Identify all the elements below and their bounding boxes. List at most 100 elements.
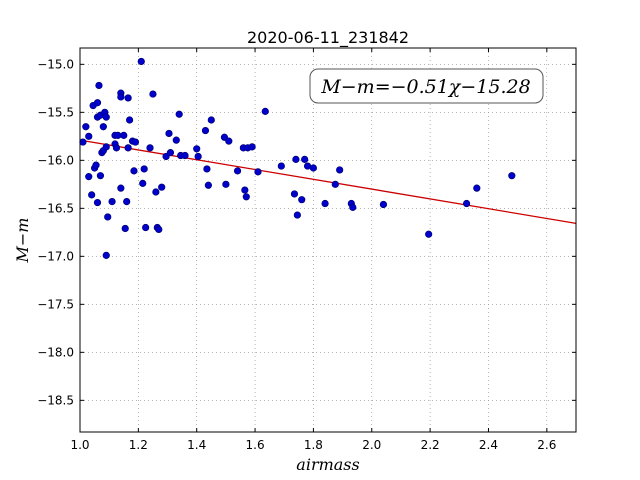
- data-point: [124, 144, 132, 152]
- data-point: [85, 132, 93, 140]
- x-tick-label: 2.0: [362, 438, 381, 452]
- data-point: [155, 225, 163, 234]
- data-point: [349, 203, 357, 211]
- data-point: [112, 144, 121, 152]
- x-tick-label: 2.2: [421, 438, 440, 452]
- data-point: [158, 183, 166, 191]
- data-point: [172, 136, 180, 144]
- data-point: [241, 186, 249, 194]
- data-point: [99, 123, 107, 131]
- data-point: [473, 184, 481, 192]
- data-point: [201, 126, 210, 135]
- data-point: [121, 224, 129, 233]
- grid-lines: [80, 48, 576, 432]
- data-point: [292, 155, 300, 163]
- data-point: [120, 131, 128, 139]
- chart-title: 2020-06-11_231842: [247, 28, 409, 48]
- data-point: [298, 196, 306, 204]
- y-tick-label: −17.0: [37, 249, 74, 263]
- y-tick-label: −18.0: [37, 345, 74, 359]
- data-point: [117, 184, 125, 192]
- y-tick-label: −16.0: [37, 153, 74, 167]
- data-point: [108, 198, 116, 206]
- data-point: [248, 143, 256, 151]
- data-point: [309, 164, 318, 172]
- data-point: [92, 161, 100, 169]
- data-point: [130, 167, 138, 175]
- data-point: [165, 129, 173, 138]
- data-point: [175, 110, 183, 118]
- data-point: [102, 143, 110, 151]
- x-axis-ticks: 1.0 1.2 1.4 1.6 1.8 2.0 2.2 2.4 2.6: [70, 48, 556, 452]
- data-point: [146, 144, 154, 152]
- data-point: [139, 179, 147, 187]
- data-point: [290, 190, 299, 198]
- fit-annotation: M−m=−0.51χ−15.28: [309, 68, 544, 104]
- y-tick-label: −15.0: [37, 57, 74, 71]
- data-point: [462, 199, 471, 208]
- data-points: [79, 57, 516, 259]
- x-tick-label: 1.0: [70, 438, 89, 452]
- x-tick-label: 1.6: [246, 438, 265, 452]
- data-point: [102, 251, 110, 259]
- data-point: [142, 223, 150, 232]
- y-axis-label: M−m: [13, 218, 32, 264]
- data-point: [233, 167, 242, 175]
- data-point: [293, 211, 301, 219]
- data-point: [204, 181, 212, 189]
- data-point: [140, 165, 148, 173]
- data-point: [508, 172, 516, 180]
- data-point: [301, 155, 309, 163]
- data-point: [126, 116, 134, 124]
- data-point: [181, 151, 189, 160]
- y-tick-label: −16.5: [37, 201, 74, 215]
- data-point: [85, 173, 93, 181]
- x-axis-label: airmass: [296, 455, 359, 474]
- data-point: [277, 162, 285, 170]
- data-point: [321, 199, 329, 208]
- data-point: [222, 180, 230, 188]
- data-point: [131, 138, 140, 146]
- data-point: [379, 200, 388, 209]
- data-point: [193, 145, 201, 153]
- data-point: [123, 198, 131, 206]
- data-point: [254, 168, 262, 176]
- data-point: [104, 213, 112, 221]
- data-point: [166, 149, 175, 157]
- data-point: [95, 81, 103, 90]
- data-point: [149, 90, 157, 98]
- annotation-text: M−m=−0.51χ−15.28: [320, 76, 530, 98]
- data-point: [124, 94, 132, 102]
- data-point: [331, 180, 339, 188]
- x-tick-label: 1.8: [304, 438, 323, 452]
- annotation-box: [309, 68, 544, 104]
- x-tick-label: 1.4: [187, 438, 206, 452]
- y-tick-label: −15.5: [37, 105, 74, 119]
- y-tick-label: −18.5: [37, 393, 74, 407]
- data-point: [93, 99, 102, 107]
- data-point: [79, 138, 87, 146]
- data-point: [194, 152, 202, 161]
- data-point: [242, 193, 250, 201]
- x-tick-label: 1.2: [129, 438, 148, 452]
- data-point: [82, 123, 90, 131]
- data-point: [102, 113, 110, 121]
- data-point: [225, 137, 233, 145]
- data-point: [152, 188, 160, 196]
- data-point: [96, 172, 105, 180]
- data-point: [88, 191, 96, 199]
- plot-frame: [79, 47, 577, 433]
- x-tick-label: 2.4: [479, 438, 498, 452]
- data-point: [93, 198, 102, 207]
- x-tick-label: 2.6: [537, 438, 556, 452]
- y-tick-label: −17.5: [37, 297, 74, 311]
- y-axis-ticks: −15.0 −15.5 −16.0 −16.5 −17.0 −17.5 −18.0 −18.5: [37, 57, 576, 407]
- data-point: [261, 107, 269, 115]
- data-point: [117, 93, 125, 101]
- data-point: [336, 166, 344, 174]
- data-point: [203, 165, 211, 173]
- data-point: [207, 116, 215, 124]
- data-point: [425, 230, 433, 238]
- data-point: [137, 57, 145, 66]
